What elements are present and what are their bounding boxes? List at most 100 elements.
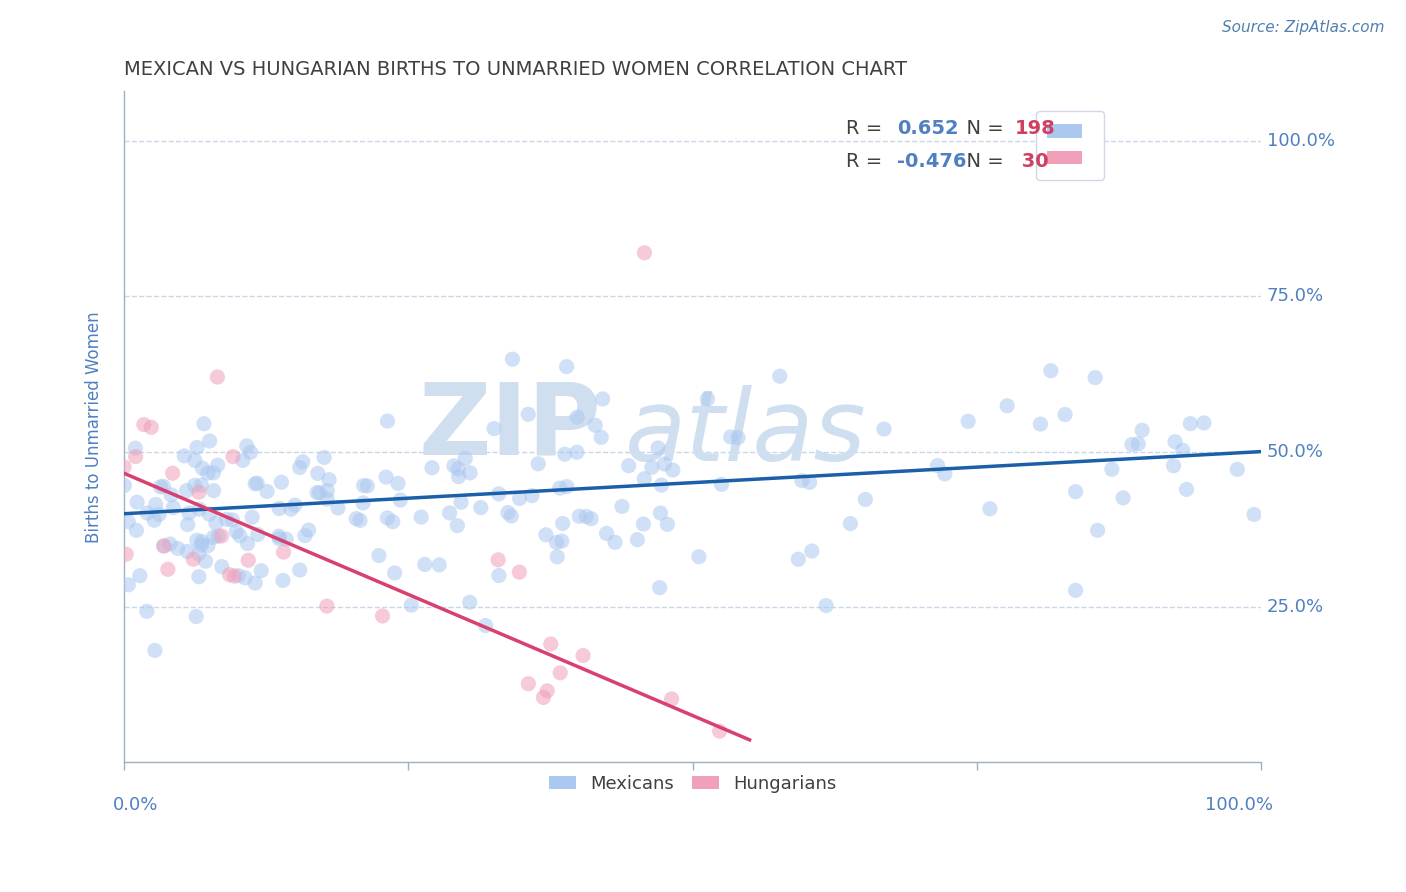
Point	[591, 430, 613, 444]
Point	[648, 581, 671, 595]
Point	[141, 420, 163, 434]
Point	[197, 466, 219, 480]
Point	[225, 524, 247, 539]
Point	[1171, 443, 1194, 458]
Point	[650, 478, 672, 492]
Point	[326, 500, 349, 515]
Point	[979, 501, 1001, 516]
Point	[1101, 462, 1123, 476]
Text: MEXICAN VS HUNGARIAN BIRTHS TO UNMARRIED WOMEN CORRELATION CHART: MEXICAN VS HUNGARIAN BIRTHS TO UNMARRIED…	[124, 60, 907, 78]
Point	[187, 547, 209, 561]
Point	[221, 513, 243, 527]
Point	[853, 492, 876, 507]
Point	[215, 512, 238, 526]
Point	[387, 476, 409, 491]
Point	[314, 450, 336, 465]
Point	[458, 595, 481, 609]
Point	[474, 618, 496, 632]
Point	[790, 474, 813, 488]
Point	[160, 488, 183, 502]
Point	[727, 431, 749, 445]
Point	[800, 544, 823, 558]
Text: 100.0%: 100.0%	[1267, 132, 1336, 150]
Point	[420, 460, 443, 475]
Point	[224, 569, 246, 583]
Text: atlas: atlas	[624, 385, 866, 482]
Point	[117, 578, 139, 592]
Point	[1130, 423, 1153, 437]
Point	[288, 563, 311, 577]
Point	[1121, 437, 1143, 451]
Point	[124, 441, 146, 455]
Point	[297, 523, 319, 537]
Point	[572, 648, 595, 663]
Point	[238, 553, 260, 567]
Point	[205, 516, 228, 531]
Point	[145, 498, 167, 512]
Point	[152, 539, 174, 553]
Point	[186, 441, 208, 455]
Point	[276, 532, 298, 546]
Point	[148, 508, 170, 522]
Point	[592, 392, 614, 406]
Point	[1087, 524, 1109, 538]
Point	[181, 552, 204, 566]
Text: 100.0%: 100.0%	[1205, 796, 1272, 814]
Point	[156, 562, 179, 576]
Text: R =: R =	[846, 153, 889, 171]
Point	[710, 477, 733, 491]
Point	[957, 414, 980, 428]
Point	[446, 518, 468, 533]
Point	[316, 492, 339, 507]
Point	[1039, 364, 1062, 378]
Point	[603, 535, 626, 549]
Point	[1053, 408, 1076, 422]
Point	[267, 529, 290, 543]
Point	[243, 576, 266, 591]
Point	[377, 511, 399, 525]
Point	[315, 599, 337, 614]
Point	[540, 637, 562, 651]
Text: -0.476: -0.476	[897, 153, 967, 171]
Point	[551, 534, 574, 549]
Point	[246, 476, 269, 491]
Point	[202, 466, 225, 480]
Text: 75.0%: 75.0%	[1267, 287, 1324, 305]
Text: 0.652: 0.652	[897, 119, 959, 137]
Point	[191, 534, 214, 549]
Point	[115, 547, 138, 561]
Text: 50.0%: 50.0%	[1267, 442, 1324, 460]
Point	[1064, 484, 1087, 499]
Point	[1175, 483, 1198, 497]
Point	[352, 496, 374, 510]
Point	[218, 567, 240, 582]
Point	[136, 506, 159, 520]
Point	[450, 495, 472, 509]
Point	[288, 460, 311, 475]
Point	[641, 460, 664, 475]
Point	[190, 538, 212, 552]
Point	[839, 516, 862, 531]
Point	[654, 457, 676, 471]
Point	[236, 439, 259, 453]
Point	[291, 455, 314, 469]
Point	[239, 445, 262, 459]
Point	[207, 370, 229, 384]
Y-axis label: Births to Unmarried Women: Births to Unmarried Women	[86, 311, 103, 542]
Point	[236, 536, 259, 550]
Point	[662, 463, 685, 477]
Point	[661, 692, 683, 706]
Point	[1084, 370, 1107, 384]
Point	[269, 501, 291, 516]
Point	[688, 549, 710, 564]
Point	[583, 418, 606, 433]
Point	[176, 517, 198, 532]
Point	[482, 421, 505, 435]
Point	[166, 541, 188, 556]
Point	[517, 407, 540, 421]
Point	[202, 483, 225, 498]
Text: Source: ZipAtlas.com: Source: ZipAtlas.com	[1222, 20, 1385, 35]
Point	[273, 545, 295, 559]
Point	[222, 450, 245, 464]
Point	[709, 724, 731, 739]
